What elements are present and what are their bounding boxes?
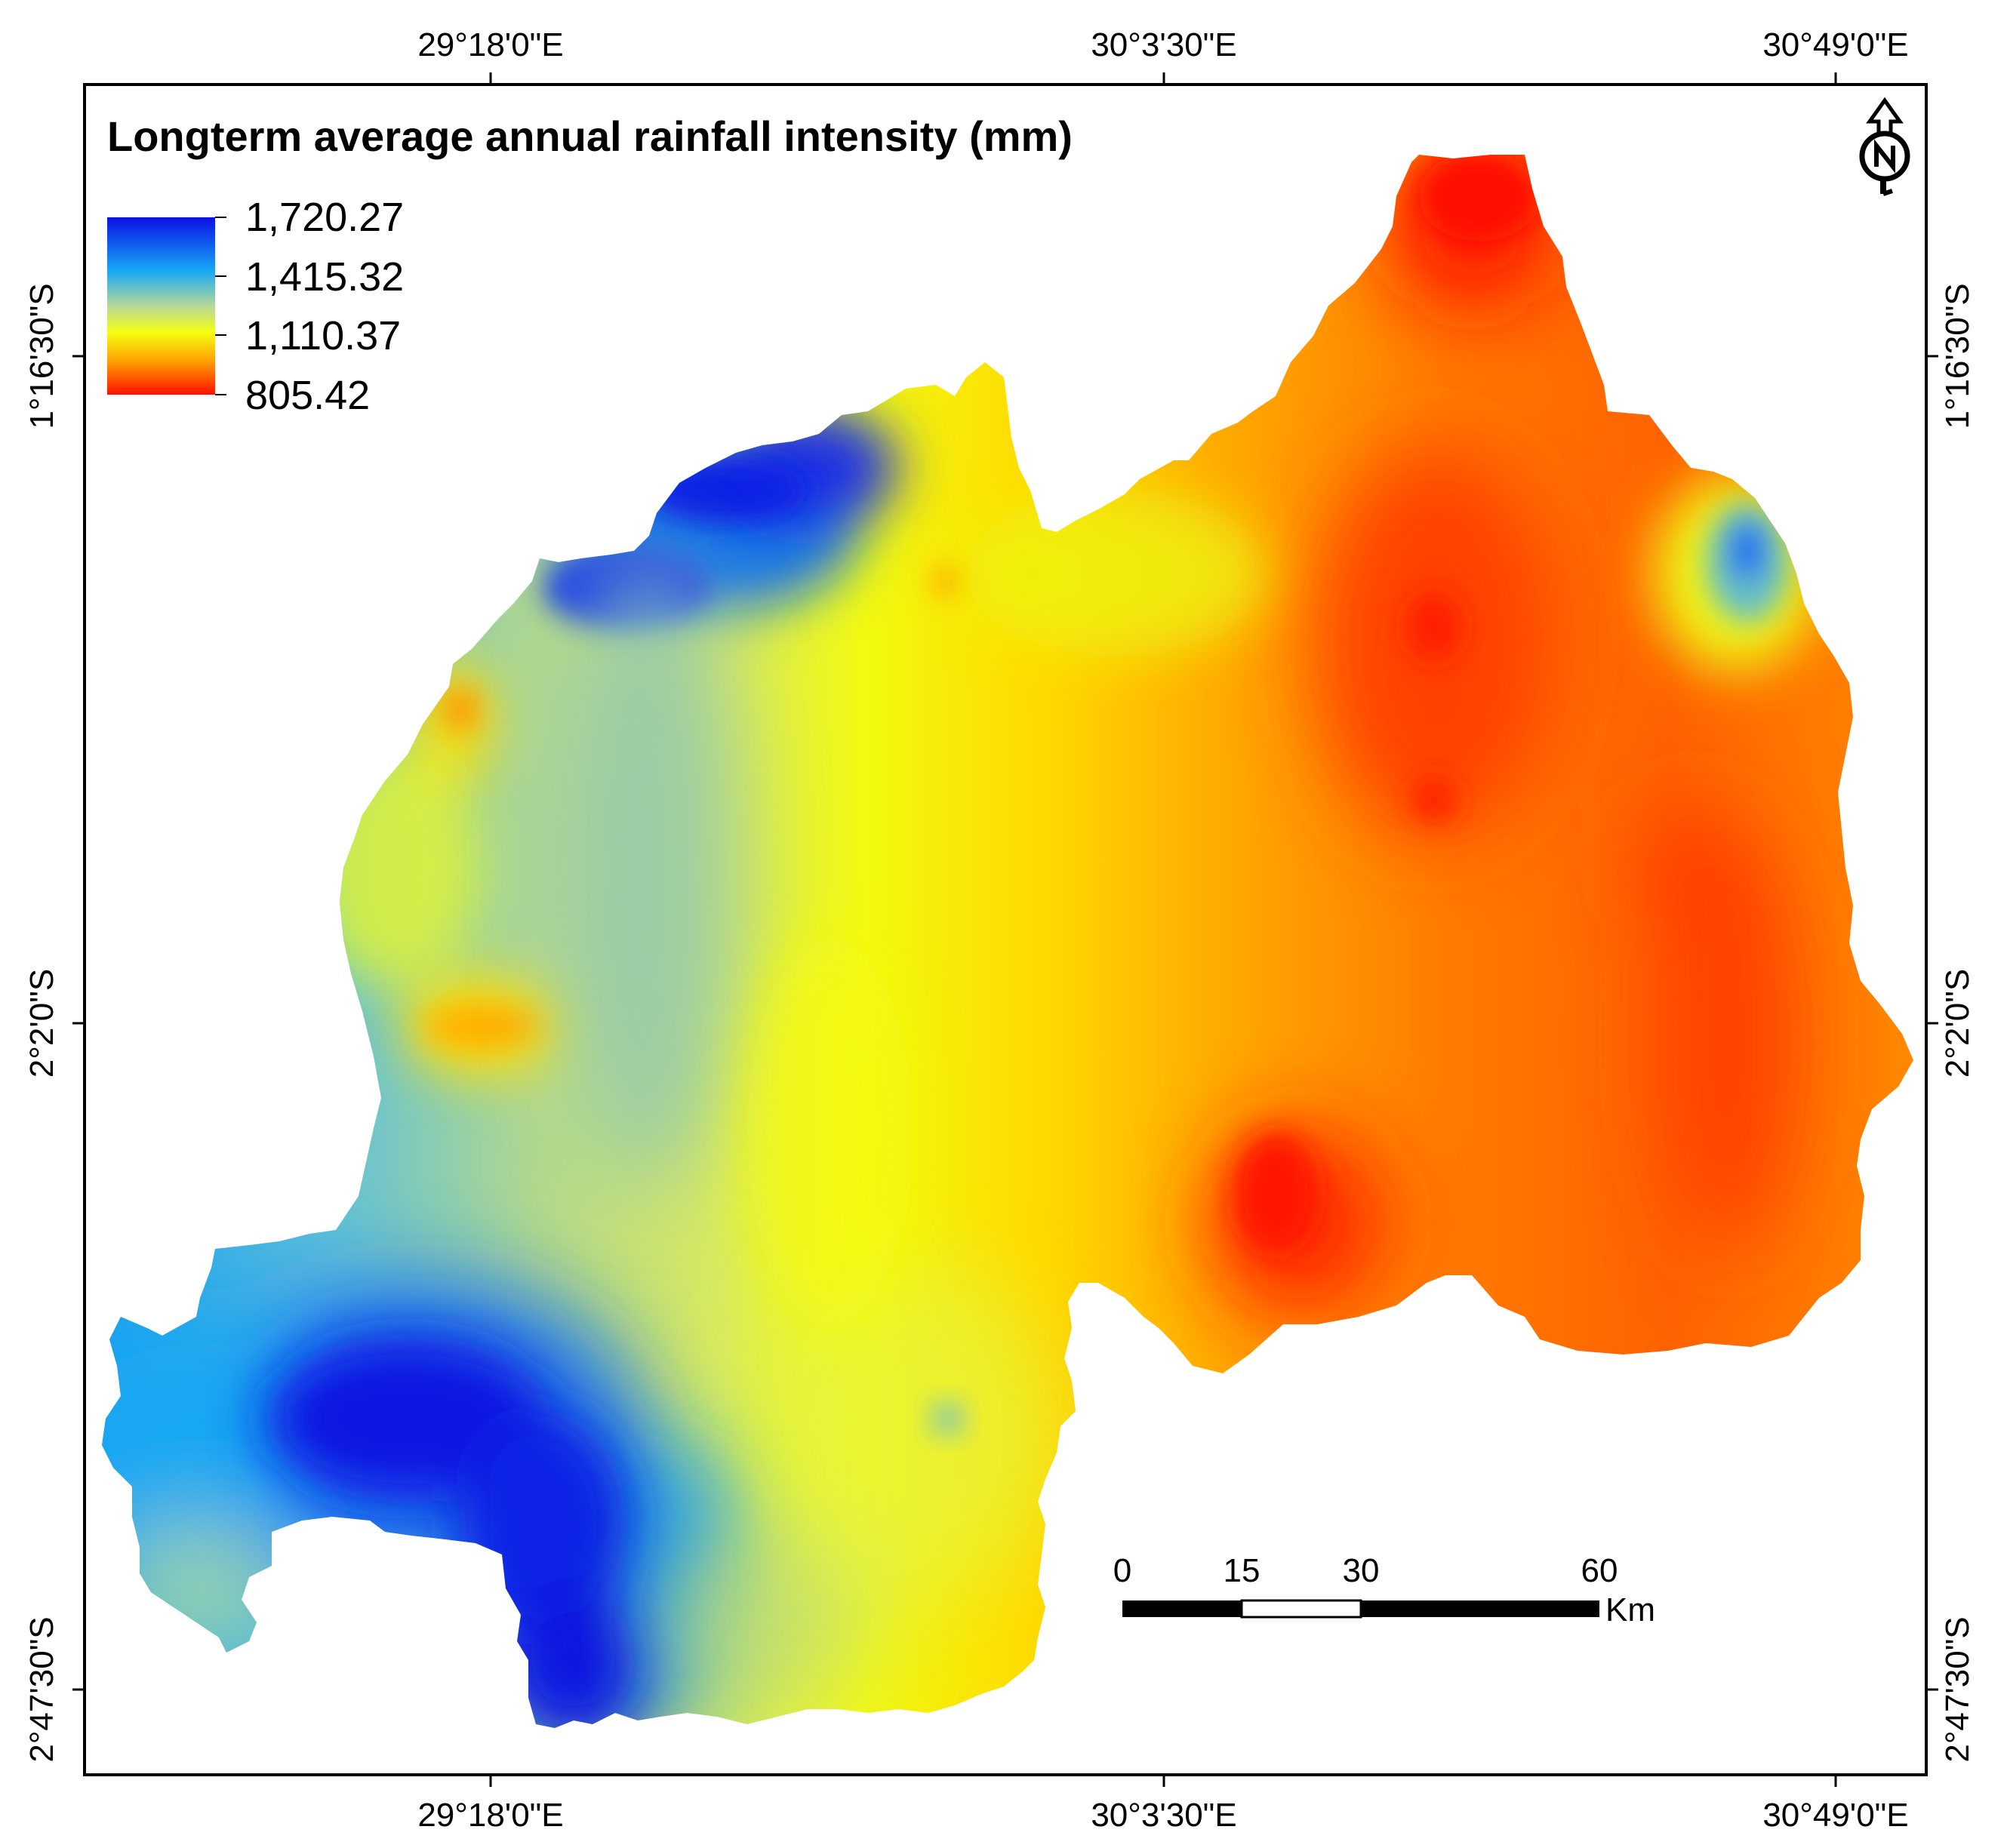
bottom-axis-label-1: 29°18'0"E (417, 1797, 563, 1834)
left-axis-label-1: 1°16'30"S (23, 283, 60, 429)
scale-tick-15: 15 (1224, 1552, 1261, 1589)
bottom-axis-label-2: 30°3'30"E (1091, 1797, 1236, 1834)
right-axis-label-3: 2°47'30"S (1939, 1616, 1976, 1762)
scale-unit: Km (1605, 1591, 1655, 1628)
legend-value-max: 1,720.27 (245, 195, 404, 240)
left-axis-label-3: 2°47'30"S (23, 1616, 60, 1762)
scale-tick-0: 0 (1113, 1552, 1131, 1589)
legend-value-min: 805.42 (245, 373, 370, 418)
legend-value-2: 1,415.32 (245, 254, 404, 300)
top-axis-label-1: 29°18'0"E (417, 26, 563, 63)
north-arrow-icon (1859, 97, 1910, 196)
left-axis-label-2: 2°2'0"S (23, 969, 60, 1078)
legend-color-ramp (107, 217, 215, 395)
right-axis-label-2: 2°2'0"S (1939, 969, 1976, 1078)
scale-tick-30: 30 (1343, 1552, 1380, 1589)
legend: 1,720.27 1,415.32 1,110.37 805.42 (107, 195, 404, 418)
top-axis-label-2: 30°3'30"E (1091, 26, 1236, 63)
scale-bar: 0 15 30 60 Km (1113, 1552, 1655, 1628)
map-title: Longterm average annual rainfall intensi… (107, 112, 1073, 160)
top-axis-label-3: 30°49'0"E (1762, 26, 1908, 63)
right-axis-label-1: 1°16'30"S (1939, 283, 1976, 429)
graticule-ticks (72, 72, 1938, 1787)
bottom-axis-label-3: 30°49'0"E (1762, 1797, 1908, 1834)
scale-tick-60: 60 (1581, 1552, 1618, 1589)
legend-value-3: 1,110.37 (245, 313, 401, 358)
